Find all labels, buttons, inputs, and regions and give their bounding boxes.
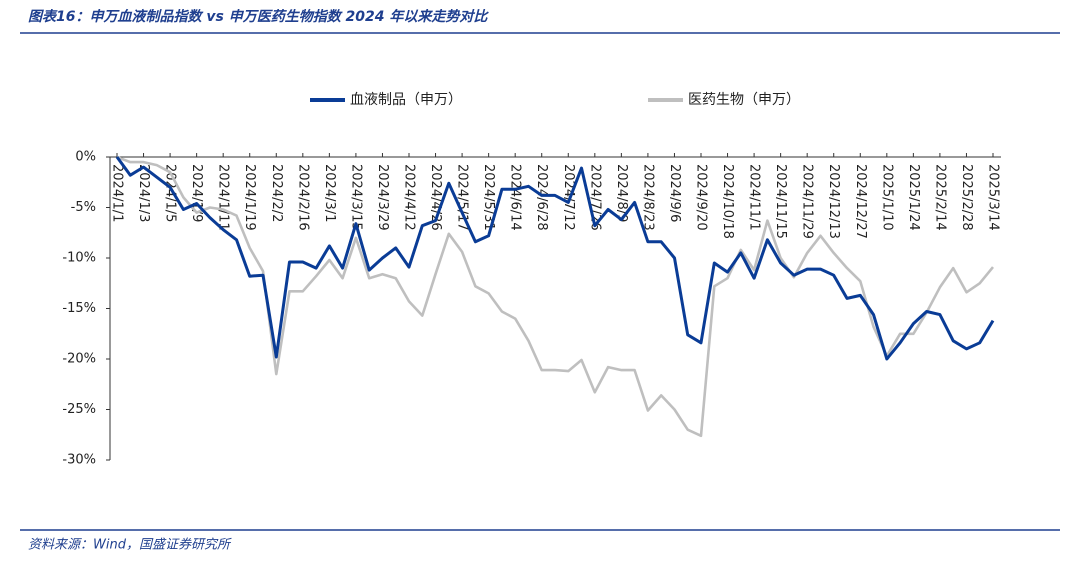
x-tick-label: 2024/3/15 xyxy=(348,164,363,231)
y-tick-label: -15% xyxy=(62,301,96,316)
x-tick-label: 2024/1/3 xyxy=(136,164,151,222)
x-tick-label: 2024/11/15 xyxy=(773,164,788,239)
x-tick-label: 2025/1/24 xyxy=(906,164,921,231)
x-tick-label: 2025/3/14 xyxy=(986,164,1001,231)
x-tick-label: 2025/2/28 xyxy=(959,164,974,231)
legend-label: 医药生物（申万） xyxy=(688,92,800,108)
x-tick-label: 2024/1/19 xyxy=(242,164,257,231)
series-line xyxy=(116,155,995,438)
x-tick-label: 2024/4/12 xyxy=(402,164,417,231)
x-tick-label: 2024/6/14 xyxy=(508,164,523,231)
y-tick-label: -10% xyxy=(62,251,96,266)
x-tick-label: 2024/2/2 xyxy=(269,164,284,222)
x-tick-label: 2024/8/9 xyxy=(614,164,629,222)
x-tick-label: 2024/12/27 xyxy=(853,164,868,239)
x-tick-label: 2024/12/13 xyxy=(826,164,841,239)
source: 资料来源：Wind，国盛证券研究所 xyxy=(28,537,232,553)
x-tick-label: 2024/5/31 xyxy=(481,164,496,231)
x-tick-label: 2024/7/12 xyxy=(561,164,576,231)
legend-label: 血液制品（申万） xyxy=(350,92,462,108)
x-tick-label: 2024/1/1 xyxy=(110,164,125,222)
y-tick-label: -30% xyxy=(62,453,96,468)
x-tick-label: 2024/2/16 xyxy=(295,164,310,231)
x-tick-label: 2024/5/17 xyxy=(455,164,470,231)
x-tick-label: 2024/3/1 xyxy=(322,164,337,222)
x-tick-label: 2025/1/10 xyxy=(879,164,894,231)
x-tick-label: 2025/2/14 xyxy=(932,164,947,231)
x-tick-label: 2024/11/29 xyxy=(800,164,815,239)
series-line xyxy=(115,156,995,361)
y-tick-label: -25% xyxy=(62,402,96,417)
x-tick-label: 2024/9/20 xyxy=(694,164,709,231)
x-tick-label: 2024/1/11 xyxy=(216,164,231,231)
y-tick-label: 0% xyxy=(75,150,96,165)
x-tick-label: 2024/6/28 xyxy=(534,164,549,231)
x-tick-label: 2024/10/18 xyxy=(720,164,735,239)
y-tick-label: -5% xyxy=(71,200,96,215)
x-tick-label: 2024/3/29 xyxy=(375,164,390,231)
y-tick-label: -20% xyxy=(62,352,96,367)
x-tick-label: 2024/8/23 xyxy=(640,164,655,231)
x-tick-label: 2024/11/1 xyxy=(747,164,762,231)
chart-title: 图表16：申万血液制品指数 vs 申万医药生物指数 2024 年以来走势对比 xyxy=(28,8,489,25)
x-tick-label: 2024/9/6 xyxy=(667,164,682,222)
